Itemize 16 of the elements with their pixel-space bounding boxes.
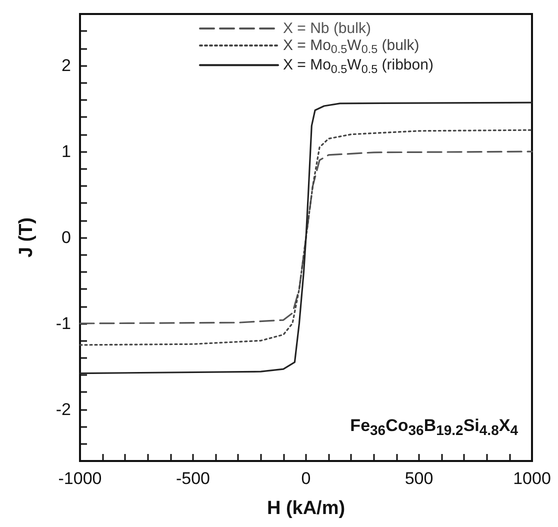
line-series	[79, 150, 533, 324]
y-tick-label: 2	[62, 56, 71, 76]
y-tick-label: -1	[56, 314, 71, 333]
line-series	[79, 102, 533, 374]
x-axis-title: H (kA/m)	[266, 498, 346, 519]
x-tick-label: -1000	[58, 469, 102, 488]
y-tick-label: 0	[62, 228, 71, 247]
x-tick-label: 0	[301, 469, 311, 488]
y-tick-label: 1	[62, 142, 71, 162]
y-axis-title: J (T)	[16, 217, 37, 258]
line-series	[79, 129, 533, 346]
text: X = Nb (bulk)	[283, 20, 371, 37]
x-tick-label: 1000	[513, 469, 551, 488]
y-tick-label: -2	[56, 400, 71, 419]
x-tick-label: 500	[404, 469, 434, 488]
x-tick-label: -500	[176, 469, 210, 488]
